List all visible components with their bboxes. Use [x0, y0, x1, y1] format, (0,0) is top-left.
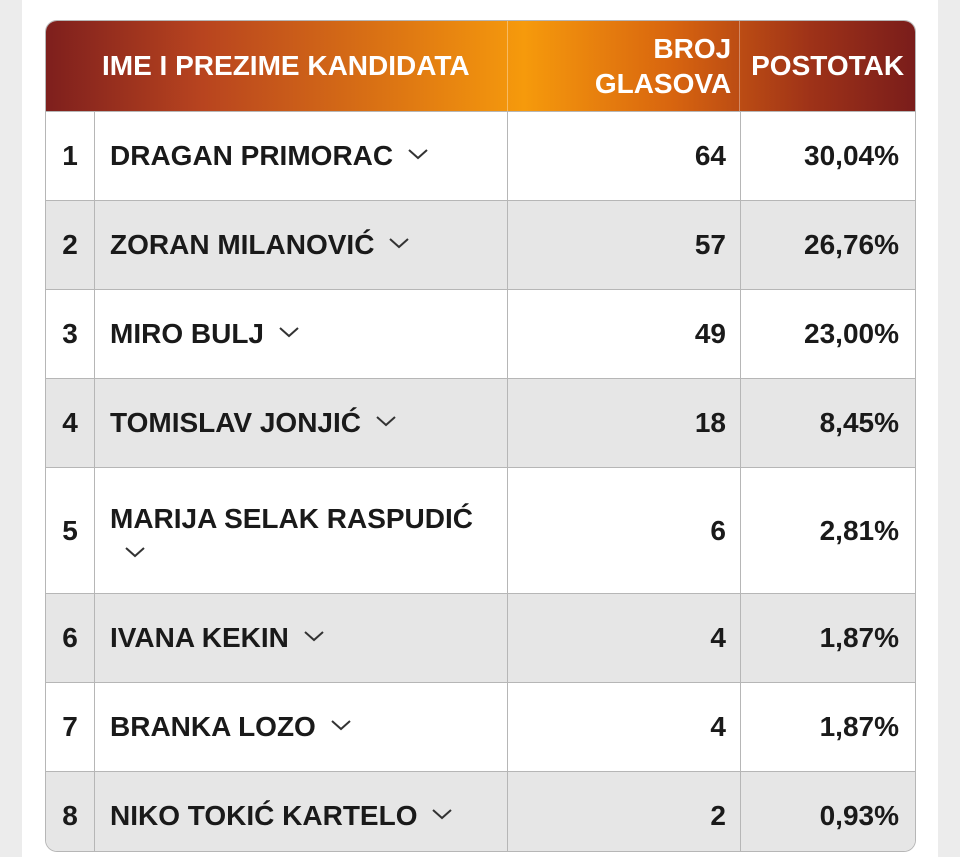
candidate-cell[interactable]: BRANKA LOZO — [95, 683, 508, 771]
row-index: 5 — [46, 468, 95, 593]
vote-percentage: 8,45% — [819, 407, 899, 438]
header-vote-count-label: BROJ GLASOVA — [595, 31, 731, 101]
candidate-name: NIKO TOKIĆ KARTELO — [110, 800, 418, 831]
table-row: 3 MIRO BULJ 49 23,00% — [46, 289, 915, 378]
row-index: 4 — [46, 379, 95, 467]
chevron-down-icon[interactable] — [303, 629, 325, 643]
results-table: IME I PREZIME KANDIDATA BROJ GLASOVA POS… — [45, 20, 916, 852]
table-row: 8 NIKO TOKIĆ KARTELO 2 0,93% — [46, 771, 915, 851]
chevron-down-icon[interactable] — [375, 414, 397, 428]
candidate-name: MIRO BULJ — [110, 318, 264, 349]
header-percentage: POSTOTAK — [740, 21, 915, 111]
vote-count: 18 — [508, 379, 741, 467]
chevron-down-icon[interactable] — [407, 147, 429, 161]
candidate-cell[interactable]: MIRO BULJ — [95, 290, 508, 378]
table-header: IME I PREZIME KANDIDATA BROJ GLASOVA POS… — [46, 21, 915, 111]
header-votes-line2: GLASOVA — [594, 68, 732, 99]
chevron-down-icon[interactable] — [278, 325, 300, 339]
header-votes-line1: BROJ — [653, 33, 732, 64]
candidate-name: TOMISLAV JONJIĆ — [110, 407, 362, 438]
candidate-cell[interactable]: IVANA KEKIN — [95, 594, 508, 682]
row-index: 7 — [46, 683, 95, 771]
vote-percentage: 23,00% — [804, 318, 899, 349]
vote-percentage: 2,81% — [819, 514, 899, 546]
row-index: 2 — [46, 201, 95, 289]
header-candidate-name-label: IME I PREZIME KANDIDATA — [102, 50, 470, 81]
row-index: 8 — [46, 772, 95, 851]
table-row: 2 ZORAN MILANOVIĆ 57 26,76% — [46, 200, 915, 289]
vote-count: 6 — [508, 468, 741, 593]
candidate-cell[interactable]: MARIJA SELAK RASPUDIĆ — [95, 468, 508, 593]
vote-percentage: 30,04% — [804, 140, 899, 171]
candidate-name: ZORAN MILANOVIĆ — [110, 229, 375, 260]
chevron-down-icon[interactable] — [431, 807, 453, 821]
table-row: 5 MARIJA SELAK RASPUDIĆ 6 2,81% — [46, 467, 915, 593]
vote-count: 57 — [508, 201, 741, 289]
candidate-name: DRAGAN PRIMORAC — [110, 140, 394, 171]
table-row: 1 DRAGAN PRIMORAC 64 30,04% — [46, 111, 915, 200]
vote-percentage: 1,87% — [819, 711, 899, 742]
chevron-down-icon[interactable] — [388, 236, 410, 250]
row-index: 6 — [46, 594, 95, 682]
vote-percentage: 26,76% — [804, 229, 899, 260]
candidate-cell[interactable]: DRAGAN PRIMORAC — [95, 112, 508, 200]
vote-count: 64 — [508, 112, 741, 200]
candidate-cell[interactable]: NIKO TOKIĆ KARTELO — [95, 772, 508, 851]
row-index: 1 — [46, 112, 95, 200]
chevron-down-icon[interactable] — [124, 545, 146, 559]
vote-count: 49 — [508, 290, 741, 378]
candidate-cell[interactable]: ZORAN MILANOVIĆ — [95, 201, 508, 289]
vote-percentage: 1,87% — [819, 622, 899, 653]
vote-percentage: 0,93% — [819, 800, 899, 831]
table-row: 6 IVANA KEKIN 4 1,87% — [46, 593, 915, 682]
row-index: 3 — [46, 290, 95, 378]
vote-count: 4 — [508, 594, 741, 682]
chevron-down-icon[interactable] — [330, 718, 352, 732]
candidate-name: IVANA KEKIN — [110, 622, 289, 653]
table-row: 7 BRANKA LOZO 4 1,87% — [46, 682, 915, 771]
candidate-name: BRANKA LOZO — [110, 711, 316, 742]
vote-count: 2 — [508, 772, 741, 851]
candidate-name-block: MARIJA SELAK RASPUDIĆ — [110, 501, 473, 561]
header-percentage-label: POSTOTAK — [751, 50, 905, 81]
candidate-cell[interactable]: TOMISLAV JONJIĆ — [95, 379, 508, 467]
table-row: 4 TOMISLAV JONJIĆ 18 8,45% — [46, 378, 915, 467]
candidate-name: MARIJA SELAK RASPUDIĆ — [110, 502, 473, 534]
header-candidate-name: IME I PREZIME KANDIDATA — [46, 21, 508, 111]
header-vote-count: BROJ GLASOVA — [508, 21, 741, 111]
vote-count: 4 — [508, 683, 741, 771]
